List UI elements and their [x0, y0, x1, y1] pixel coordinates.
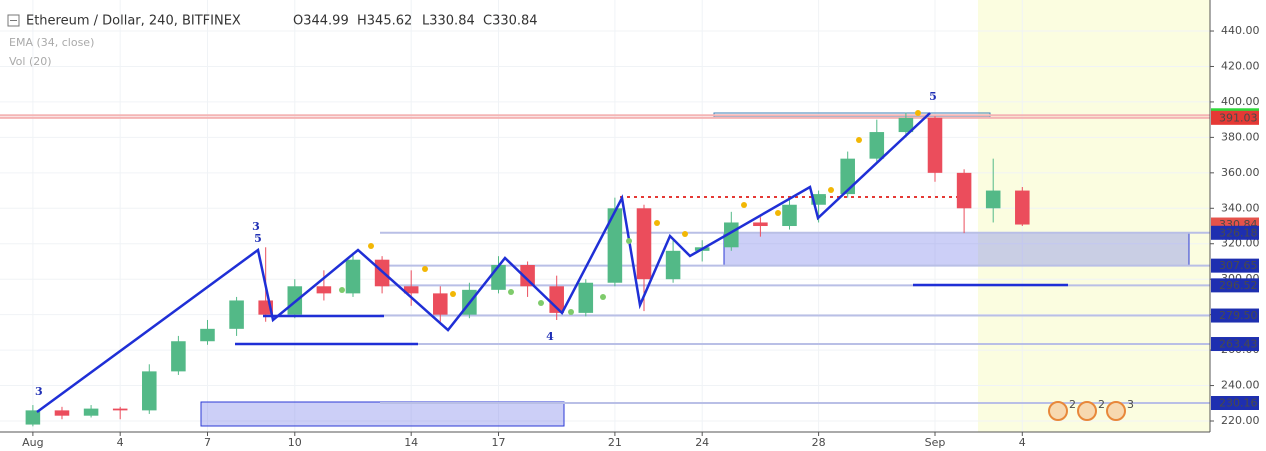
- candle-body: [83, 408, 99, 416]
- y-tick-label: 400.00: [1221, 95, 1260, 108]
- wave-line: [36, 112, 931, 414]
- candle-body: [491, 265, 506, 290]
- price-label: 326.18: [1219, 226, 1258, 239]
- price-label: 230.16: [1219, 396, 1258, 409]
- y-tick-label: 240.00: [1221, 379, 1260, 392]
- candle-body: [520, 265, 535, 287]
- y-tick-label: 420.00: [1221, 59, 1260, 72]
- x-tick-label: Sep: [925, 436, 946, 449]
- candle-body: [112, 408, 128, 411]
- future-zone: [978, 0, 1210, 432]
- x-tick-label: 24: [695, 436, 709, 449]
- candle-body: [549, 286, 564, 313]
- wave-label: 3: [252, 220, 260, 233]
- candles: [25, 112, 1030, 427]
- candle-body: [985, 190, 1001, 209]
- candle-body: [200, 328, 215, 342]
- candle-body: [25, 410, 41, 425]
- wave-label: 5: [254, 232, 262, 245]
- price-label-bg: [1211, 110, 1259, 125]
- x-tick-label: 14: [404, 436, 418, 449]
- price-label: 307.65: [1219, 259, 1258, 272]
- candle-body: [636, 208, 652, 280]
- price-label: 279.50: [1219, 309, 1258, 322]
- signal-dots: [368, 110, 921, 297]
- ohlc-low: L330.84: [422, 14, 475, 29]
- y-tick-label: 440.00: [1221, 24, 1260, 37]
- candle-body: [956, 172, 972, 209]
- price-label-bg: [1211, 308, 1259, 323]
- y-tick-label: 360.00: [1221, 166, 1260, 179]
- candle-body: [229, 300, 244, 329]
- candle-body: [403, 286, 419, 294]
- candle-body: [869, 132, 885, 159]
- candle-body: [316, 286, 332, 294]
- x-tick-label: 4: [1019, 436, 1026, 449]
- price-label: 263.43: [1219, 338, 1258, 351]
- x-tick-label: 21: [608, 436, 622, 449]
- indicator: Vol (20): [9, 55, 52, 68]
- candle-body: [433, 293, 448, 315]
- event-icons: 2 2 3: [1048, 398, 1134, 421]
- candle-body: [607, 208, 623, 283]
- ohlc-open: O344.99: [293, 14, 349, 29]
- candle-body: [171, 341, 186, 372]
- price-label-bg: [1211, 395, 1259, 410]
- x-tick-label: 10: [288, 436, 302, 449]
- price-label-bg: [1211, 337, 1259, 352]
- x-tick-label: 4: [117, 436, 124, 449]
- price-label-bg: [1211, 258, 1259, 273]
- wave-label: 4: [546, 330, 554, 343]
- candle-body: [345, 259, 361, 294]
- candle-body: [54, 410, 70, 416]
- indicator: EMA (34, close): [9, 36, 94, 49]
- zone: [723, 232, 1190, 267]
- candle-body: [142, 371, 157, 411]
- event-count: 2: [1098, 398, 1105, 411]
- axes: 220.00240.00260.00280.00300.00320.00340.…: [22, 24, 1259, 449]
- chart-title: Ethereum / Dollar, 240, BITFINEX: [26, 14, 241, 29]
- candle-body: [753, 222, 768, 227]
- price-label: 296.52: [1219, 279, 1258, 292]
- y-tick-label: 320.00: [1221, 237, 1260, 250]
- signal-dots: [339, 238, 632, 315]
- grid: [0, 0, 1210, 432]
- candle-body: [782, 204, 797, 227]
- zone: [200, 401, 565, 427]
- ohlc-close: C330.84: [483, 14, 538, 29]
- candle-body: [811, 194, 826, 205]
- candle-body: [927, 117, 943, 173]
- event-count: 3: [1127, 398, 1134, 411]
- candle-body: [578, 282, 594, 313]
- wave-label: 3: [35, 385, 43, 398]
- y-tick-label: 220.00: [1221, 414, 1260, 427]
- wave-label: 5: [929, 90, 937, 103]
- candle-body: [898, 117, 914, 133]
- candle-body: [724, 222, 739, 248]
- ohlc-high: H345.62: [357, 14, 412, 29]
- candle-body: [665, 250, 681, 280]
- price-label: 391.03: [1219, 111, 1258, 124]
- levels: [0, 114, 1210, 404]
- candle-body: [1015, 190, 1030, 225]
- event-count: 2: [1069, 398, 1076, 411]
- x-tick-label: 7: [204, 436, 211, 449]
- x-tick-label: 28: [812, 436, 826, 449]
- y-tick-label: 380.00: [1221, 130, 1260, 143]
- x-tick-label: Aug: [22, 436, 43, 449]
- price-label-bg: [1211, 225, 1259, 240]
- y-tick-label: 340.00: [1221, 201, 1260, 214]
- price-label-bg: [1211, 278, 1259, 293]
- x-tick-label: 17: [491, 436, 505, 449]
